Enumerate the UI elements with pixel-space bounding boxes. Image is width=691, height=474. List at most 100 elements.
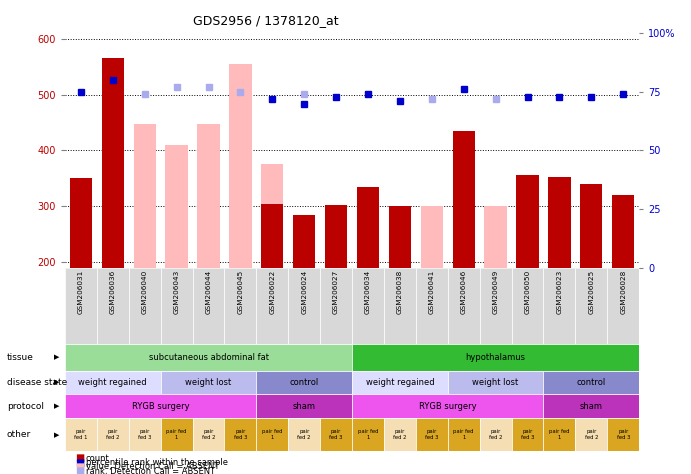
Text: hypothalamus: hypothalamus	[466, 353, 526, 362]
Bar	[548, 177, 571, 268]
Text: pair fed
1: pair fed 1	[262, 429, 283, 440]
Text: GSM206044: GSM206044	[205, 270, 211, 314]
Text: ■: ■	[75, 457, 84, 468]
Text: pair fed
1: pair fed 1	[167, 429, 187, 440]
Text: RYGB surgery: RYGB surgery	[132, 402, 189, 410]
Text: pair
fed 2: pair fed 2	[585, 429, 598, 440]
Bar	[288, 268, 320, 344]
Bar	[133, 124, 156, 268]
Text: pair
fed 3: pair fed 3	[234, 429, 247, 440]
Bar	[160, 268, 193, 344]
Bar	[352, 371, 448, 394]
Text: GSM206049: GSM206049	[493, 270, 499, 314]
Text: pair fed
1: pair fed 1	[453, 429, 474, 440]
Bar	[544, 418, 576, 451]
Bar	[453, 131, 475, 268]
Bar	[357, 187, 379, 268]
Bar	[256, 268, 288, 344]
Bar	[97, 268, 129, 344]
Text: ▶: ▶	[54, 380, 59, 385]
Text: GSM206023: GSM206023	[556, 270, 562, 314]
Bar	[576, 268, 607, 344]
Bar	[129, 268, 160, 344]
Bar	[256, 394, 352, 418]
Bar	[448, 371, 544, 394]
Bar	[288, 418, 320, 451]
Text: GSM206038: GSM206038	[397, 270, 403, 314]
Bar	[352, 418, 384, 451]
Text: GSM206050: GSM206050	[524, 270, 531, 314]
Bar	[225, 418, 256, 451]
Bar	[65, 344, 352, 371]
Text: GSM206028: GSM206028	[621, 270, 626, 314]
Bar	[544, 268, 576, 344]
Text: ■: ■	[75, 462, 84, 472]
Text: pair
fed 2: pair fed 2	[202, 429, 216, 440]
Bar	[416, 418, 448, 451]
Bar	[293, 215, 315, 268]
Text: GDS2956 / 1378120_at: GDS2956 / 1378120_at	[193, 14, 339, 27]
Text: pair
fed 2: pair fed 2	[106, 429, 120, 440]
Bar	[576, 418, 607, 451]
Text: pair
fed 3: pair fed 3	[425, 429, 439, 440]
Bar	[261, 164, 283, 268]
Bar	[352, 394, 544, 418]
Bar	[612, 195, 634, 268]
Text: GSM206022: GSM206022	[269, 270, 275, 314]
Bar	[511, 418, 544, 451]
Text: GSM206024: GSM206024	[301, 270, 307, 314]
Text: GSM206036: GSM206036	[110, 270, 116, 314]
Bar	[352, 268, 384, 344]
Bar	[65, 394, 256, 418]
Text: pair
fed 2: pair fed 2	[489, 429, 502, 440]
Text: disease state: disease state	[7, 378, 67, 387]
Bar	[389, 206, 411, 268]
Bar	[198, 124, 220, 268]
Bar	[225, 268, 256, 344]
Text: other: other	[7, 430, 31, 439]
Text: weight lost: weight lost	[185, 378, 231, 387]
Bar	[65, 268, 97, 344]
Bar	[320, 418, 352, 451]
Text: pair
fed 1: pair fed 1	[74, 429, 88, 440]
Bar	[70, 178, 92, 268]
Text: GSM206041: GSM206041	[429, 270, 435, 314]
Bar	[325, 205, 348, 268]
Bar	[320, 268, 352, 344]
Text: RYGB surgery: RYGB surgery	[419, 402, 477, 410]
Bar	[384, 418, 416, 451]
Text: weight lost: weight lost	[473, 378, 519, 387]
Text: ■: ■	[75, 466, 84, 474]
Text: value, Detection Call = ABSENT: value, Detection Call = ABSENT	[86, 463, 219, 471]
Text: sham: sham	[580, 402, 603, 410]
Text: protocol: protocol	[7, 402, 44, 410]
Bar	[544, 394, 639, 418]
Text: ▶: ▶	[54, 403, 59, 409]
Text: sham: sham	[293, 402, 316, 410]
Text: pair
fed 3: pair fed 3	[138, 429, 151, 440]
Text: pair
fed 3: pair fed 3	[330, 429, 343, 440]
Text: GSM206031: GSM206031	[78, 270, 84, 314]
Bar	[480, 268, 511, 344]
Text: pair fed
1: pair fed 1	[549, 429, 569, 440]
Text: percentile rank within the sample: percentile rank within the sample	[86, 458, 227, 467]
Bar	[193, 418, 225, 451]
Text: control: control	[577, 378, 606, 387]
Bar	[129, 418, 160, 451]
Text: GSM206046: GSM206046	[461, 270, 466, 314]
Text: GSM206027: GSM206027	[333, 270, 339, 314]
Bar	[165, 145, 188, 268]
Bar	[480, 418, 511, 451]
Bar	[607, 418, 639, 451]
Bar	[384, 268, 416, 344]
Bar	[102, 58, 124, 268]
Text: ■: ■	[75, 453, 84, 464]
Bar	[160, 418, 193, 451]
Text: pair fed
1: pair fed 1	[358, 429, 378, 440]
Text: subcutaneous abdominal fat: subcutaneous abdominal fat	[149, 353, 269, 362]
Bar	[544, 371, 639, 394]
Bar	[65, 371, 160, 394]
Bar	[261, 203, 283, 268]
Text: pair
fed 2: pair fed 2	[297, 429, 311, 440]
Text: pair
fed 3: pair fed 3	[521, 429, 534, 440]
